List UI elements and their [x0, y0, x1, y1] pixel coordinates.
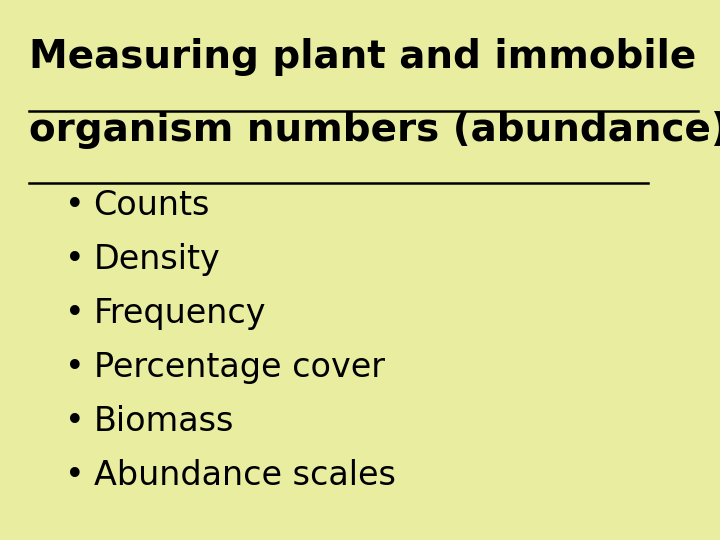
Text: Biomass: Biomass — [94, 404, 234, 438]
Text: •: • — [65, 296, 84, 330]
Text: Counts: Counts — [94, 188, 210, 222]
Text: Percentage cover: Percentage cover — [94, 350, 384, 384]
Text: •: • — [65, 350, 84, 384]
Text: •: • — [65, 458, 84, 492]
Text: organism numbers (abundance): organism numbers (abundance) — [29, 111, 720, 148]
Text: Density: Density — [94, 242, 220, 276]
Text: Measuring plant and immobile: Measuring plant and immobile — [29, 38, 696, 76]
Text: Abundance scales: Abundance scales — [94, 458, 395, 492]
Text: •: • — [65, 404, 84, 438]
Text: •: • — [65, 188, 84, 222]
Text: Frequency: Frequency — [94, 296, 266, 330]
Text: •: • — [65, 242, 84, 276]
